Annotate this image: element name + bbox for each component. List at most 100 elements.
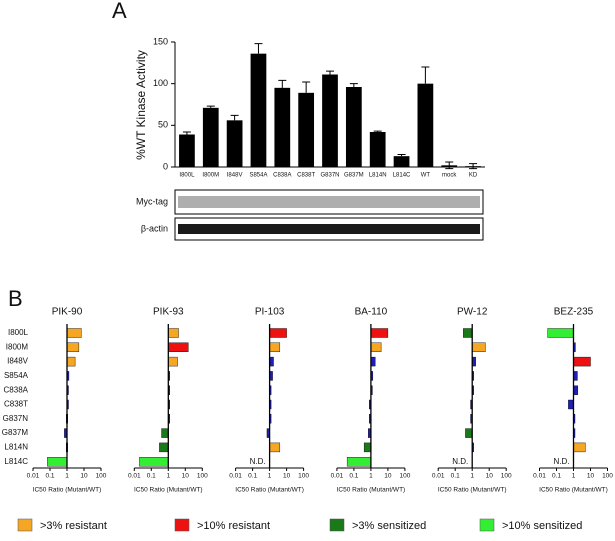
bar xyxy=(370,342,382,352)
panel-label: B xyxy=(8,286,23,311)
bar xyxy=(322,74,338,167)
y-tick-label: G837N xyxy=(3,414,29,423)
legend-label: >10% resistant xyxy=(197,520,270,532)
x-tick-label: 1 xyxy=(268,473,272,480)
bar xyxy=(168,356,178,367)
x-tick-label: 100 xyxy=(501,473,512,480)
blot-band xyxy=(178,224,480,234)
y-tick-label: L814N xyxy=(4,443,28,452)
bar xyxy=(274,87,291,167)
bar xyxy=(269,442,281,453)
y-axis-label: %WT Kinase Activity xyxy=(134,50,148,160)
annotation: N.D. xyxy=(250,457,266,466)
x-tick-label: 0.01 xyxy=(331,473,344,480)
x-tick-label: 1 xyxy=(166,473,170,480)
y-tick-label: 100 xyxy=(153,78,168,88)
y-tick-label: S854A xyxy=(4,371,29,380)
x-tick-label: 10 xyxy=(182,473,190,480)
legend-label: >3% sensitized xyxy=(352,520,426,532)
bar xyxy=(568,399,574,410)
x-tick-label: 100 xyxy=(602,473,613,480)
error-bar xyxy=(278,79,287,88)
x-tick-label: 0.1 xyxy=(147,473,156,480)
x-tick-label: 0.1 xyxy=(552,473,561,480)
error-bar xyxy=(230,114,239,121)
bar xyxy=(66,356,76,367)
bar xyxy=(573,356,591,367)
bar xyxy=(139,457,169,467)
x-tick-label: 100 xyxy=(399,473,410,480)
x-tick-label: 1 xyxy=(572,473,576,480)
chart-title: BA-110 xyxy=(355,307,388,318)
error-bar xyxy=(206,105,215,108)
x-tick-label: mock xyxy=(442,173,457,179)
x-tick-label: 0.1 xyxy=(45,473,54,480)
x-tick-label: 0.1 xyxy=(248,473,257,480)
legend-swatch xyxy=(17,518,33,532)
bar xyxy=(168,342,189,352)
bar xyxy=(573,385,579,395)
blot-label: Myc-tag xyxy=(136,196,168,206)
x-tick-label: WT xyxy=(421,173,431,179)
bar xyxy=(465,428,473,438)
x-tick-label: 0.01 xyxy=(229,473,242,480)
x-tick-label: I848V xyxy=(227,173,243,179)
x-tick-label: KD xyxy=(469,173,478,179)
bar xyxy=(369,132,386,167)
x-tick-label: 0.01 xyxy=(432,473,445,480)
bar xyxy=(159,442,169,453)
error-bar xyxy=(182,131,191,135)
x-tick-label: 10 xyxy=(587,473,595,480)
bar xyxy=(573,442,586,453)
y-tick-label: I800M xyxy=(6,342,29,351)
bar xyxy=(370,356,376,367)
bar xyxy=(345,87,362,167)
x-tick-label: 0.01 xyxy=(533,473,546,480)
chart-title: PI-103 xyxy=(255,307,285,318)
bar xyxy=(269,328,287,338)
error-bar xyxy=(469,163,478,170)
bar xyxy=(47,457,68,467)
bar xyxy=(463,328,473,338)
bar xyxy=(66,342,80,352)
x-tick-label: L814C xyxy=(393,173,411,179)
x-tick-label: 10 xyxy=(384,473,392,480)
blot-label: β-actin xyxy=(141,223,168,233)
x-axis-label: IC50 Ratio (Mutant/WT) xyxy=(33,487,102,494)
x-tick-label: I800L xyxy=(179,173,195,179)
x-axis-label: IC50 Ratio (Mutant/WT) xyxy=(134,487,203,494)
legend-swatch xyxy=(174,518,190,532)
x-tick-label: S854A xyxy=(249,173,267,179)
bar xyxy=(168,328,179,338)
x-tick-label: 0.01 xyxy=(27,473,40,480)
x-tick-label: C838A xyxy=(273,173,291,179)
y-tick-label: 0 xyxy=(163,161,168,171)
error-bar xyxy=(397,154,406,157)
chart-title: PIK-93 xyxy=(153,307,184,318)
x-tick-label: 1 xyxy=(470,473,474,480)
error-bar xyxy=(373,130,382,132)
x-axis-label: IC50 Ratio (Mutant/WT) xyxy=(539,487,608,494)
bar xyxy=(298,92,315,167)
bar xyxy=(547,328,574,338)
bar xyxy=(346,457,372,467)
legend-swatch xyxy=(479,518,495,532)
bar xyxy=(66,328,82,338)
x-axis-label: IC50 Ratio (Mutant/WT) xyxy=(337,487,406,494)
bar xyxy=(202,107,219,167)
chart-title: BEZ-235 xyxy=(554,307,594,318)
y-tick-label: 50 xyxy=(158,120,168,130)
chart-title: PW-12 xyxy=(457,307,488,318)
y-tick-label: C838A xyxy=(4,385,29,394)
error-bar xyxy=(254,43,263,54)
error-bar xyxy=(326,70,334,75)
bar xyxy=(161,428,169,438)
bar xyxy=(417,83,434,167)
legend-label: >3% resistant xyxy=(40,520,107,532)
x-tick-label: 10 xyxy=(80,473,88,480)
x-tick-label: 100 xyxy=(96,473,107,480)
x-tick-label: C838T xyxy=(297,173,315,179)
x-axis-label: IC50 Ratio (Mutant/WT) xyxy=(438,487,507,494)
